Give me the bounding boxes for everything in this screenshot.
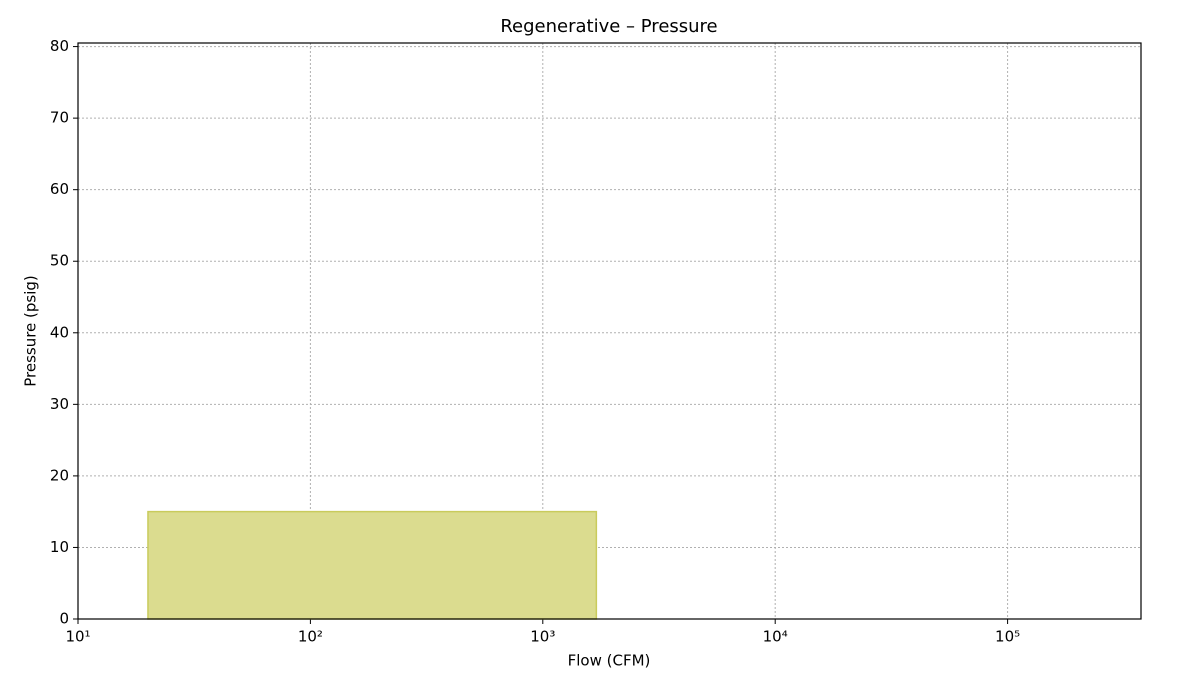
y-tick-label: 70 (50, 109, 69, 127)
y-axis-label: Pressure (psig) (22, 275, 40, 387)
y-tick-label: 10 (50, 538, 69, 556)
y-tick-label: 60 (50, 180, 69, 198)
x-tick-label: 10³ (530, 628, 555, 646)
chart-title: Regenerative – Pressure (500, 16, 717, 37)
x-tick-label: 10⁴ (763, 628, 788, 646)
plot-frame (77, 42, 1142, 620)
y-tick-label: 80 (50, 37, 69, 55)
x-tick-label: 10¹ (65, 628, 90, 646)
y-tick-label: 40 (50, 323, 69, 341)
x-tick-label: 10⁵ (995, 628, 1020, 646)
area (147, 510, 598, 620)
y-tick-label: 50 (50, 252, 69, 270)
y-tick-label: 20 (50, 466, 69, 484)
x-tick-label: 10² (298, 628, 323, 646)
x-axis-label: Flow (CFM) (568, 652, 651, 670)
y-tick-label: 0 (59, 610, 69, 628)
y-tick-label: 30 (50, 395, 69, 413)
